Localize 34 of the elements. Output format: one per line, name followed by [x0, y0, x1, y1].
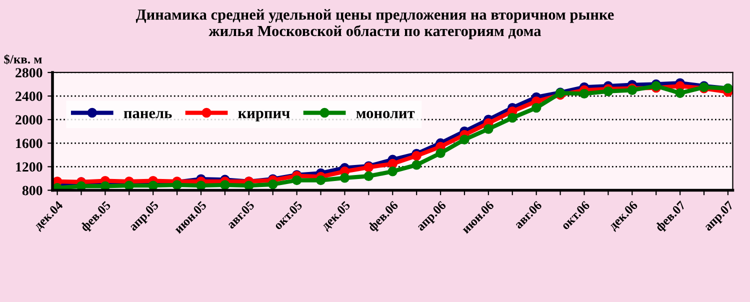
- chart-title: Динамика средней удельной цены предложения на вторичном рынке жилья Московской области по категориям дома: [136, 9, 614, 40]
- legend-label: панель: [124, 110, 172, 118]
- y-tick-label: 800: [22, 186, 42, 196]
- point: [148, 180, 158, 190]
- y-tick-label: 1600: [16, 138, 42, 148]
- point: [484, 124, 494, 134]
- point: [268, 180, 278, 190]
- y-tick-label: 2400: [16, 92, 42, 101]
- point: [388, 166, 398, 176]
- point: [220, 180, 230, 190]
- legend-label: монолит: [356, 110, 415, 118]
- y-tick-label: 2800: [16, 68, 42, 78]
- point: [603, 86, 614, 96]
- point: [675, 88, 685, 98]
- y-axis-title: $/кв. м: [4, 54, 42, 64]
- point: [172, 180, 182, 190]
- point: [292, 175, 302, 186]
- point: [364, 171, 374, 181]
- point: [244, 180, 254, 190]
- point: [460, 134, 470, 144]
- legend-label: кирпич: [238, 110, 290, 122]
- point: [316, 175, 326, 186]
- y-tick-label: 2000: [16, 115, 42, 125]
- point: [508, 112, 518, 123]
- y-tick-label: 1200: [16, 162, 42, 172]
- point: [436, 148, 446, 158]
- point: [76, 181, 86, 190]
- point: [412, 160, 422, 170]
- point: [124, 180, 134, 190]
- point: [579, 88, 590, 99]
- point: [100, 181, 110, 190]
- point: [196, 180, 206, 190]
- point: [340, 173, 350, 183]
- point: [531, 102, 542, 113]
